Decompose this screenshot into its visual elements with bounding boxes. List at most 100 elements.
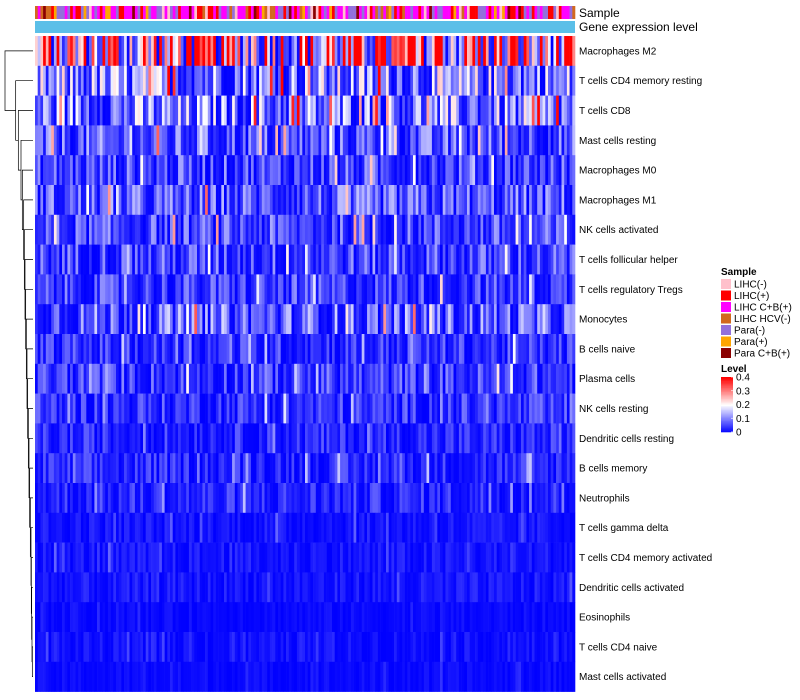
heatmap-cell	[450, 155, 454, 186]
heatmap-cell	[234, 214, 238, 245]
heatmap-cell	[518, 512, 522, 543]
sample-annotation-cell	[48, 6, 52, 19]
heatmap-cell	[402, 244, 406, 275]
heatmap-cell	[180, 274, 184, 305]
heatmap-cell	[348, 185, 352, 216]
heatmap-cell	[207, 363, 211, 394]
heatmap-cell	[218, 602, 222, 633]
heatmap-cell	[64, 453, 68, 484]
heatmap-cell	[561, 512, 565, 543]
heatmap-cell	[70, 125, 74, 156]
heatmap-cell	[159, 155, 163, 186]
heatmap-cell	[145, 572, 149, 603]
heatmap-cell	[278, 393, 281, 424]
heatmap-cell	[350, 65, 354, 96]
heatmap-cell	[291, 632, 295, 663]
heatmap-cell	[350, 632, 354, 663]
heatmap-cell	[226, 304, 230, 335]
heatmap-cell	[507, 572, 511, 603]
heatmap-cell	[437, 95, 441, 126]
heatmap-cell	[483, 363, 487, 394]
heatmap-cell	[140, 363, 144, 394]
heatmap-cell	[199, 453, 203, 484]
heatmap-cell	[318, 36, 322, 67]
heatmap-cell	[383, 125, 387, 156]
heatmap-cell	[477, 363, 481, 394]
heatmap-cell	[229, 363, 233, 394]
heatmap-cell	[269, 65, 273, 96]
heatmap-cell	[191, 334, 195, 365]
heatmap-cell	[224, 453, 227, 484]
heatmap-cell	[118, 304, 122, 335]
heatmap-cell	[386, 304, 389, 335]
heatmap-cell	[558, 572, 562, 603]
heatmap-cell	[564, 304, 568, 335]
sample-annotation-cell	[126, 6, 130, 19]
heatmap-cell	[280, 36, 284, 67]
heatmap-cell	[53, 632, 57, 663]
heatmap-cell	[99, 214, 103, 245]
heatmap-cell	[456, 483, 460, 514]
heatmap-cell	[529, 36, 533, 67]
heatmap-cell	[67, 334, 71, 365]
heatmap-cell	[267, 572, 271, 603]
heatmap-cell	[140, 632, 144, 663]
heatmap-cell	[421, 632, 425, 663]
heatmap-cell	[456, 632, 460, 663]
heatmap-cell	[556, 393, 560, 424]
heatmap-cell	[402, 423, 406, 454]
heatmap-cell	[334, 512, 338, 543]
heatmap-cell	[121, 602, 125, 633]
heatmap-cell	[494, 661, 497, 692]
heatmap-cell	[318, 423, 322, 454]
heatmap-cell	[458, 423, 462, 454]
heatmap-cell	[124, 661, 128, 692]
heatmap-cell	[437, 661, 441, 692]
heatmap-cell	[434, 393, 438, 424]
heatmap-cell	[188, 363, 192, 394]
heatmap-cell	[342, 632, 346, 663]
heatmap-cell	[537, 632, 541, 663]
heatmap-cell	[126, 572, 130, 603]
heatmap-cell	[205, 214, 209, 245]
heatmap-cell	[529, 214, 533, 245]
heatmap-cell	[210, 334, 214, 365]
heatmap-cell	[94, 423, 98, 454]
sample-annotation-cell	[534, 6, 538, 19]
heatmap-cell	[286, 453, 290, 484]
heatmap-cell	[391, 453, 395, 484]
heatmap-cell	[485, 155, 489, 186]
heatmap-cell	[143, 661, 146, 692]
heatmap-cell	[375, 661, 379, 692]
heatmap-cell	[361, 214, 365, 245]
heatmap-cell	[561, 125, 565, 156]
heatmap-cell	[558, 214, 562, 245]
heatmap-cell	[434, 483, 438, 514]
heatmap-cell	[421, 572, 425, 603]
heatmap-cell	[167, 244, 171, 275]
heatmap-cell	[402, 214, 406, 245]
sample-annotation-cell	[80, 6, 84, 19]
heatmap-cell	[175, 125, 179, 156]
heatmap-cell	[67, 36, 71, 67]
heatmap-cell	[75, 423, 79, 454]
heatmap-cell	[72, 572, 76, 603]
heatmap-cell	[240, 483, 244, 514]
heatmap-cell	[402, 632, 406, 663]
heatmap-cell	[302, 602, 306, 633]
heatmap-cell	[294, 185, 298, 216]
heatmap-cell	[326, 542, 330, 573]
heatmap-cell	[110, 483, 114, 514]
heatmap-cell	[124, 423, 128, 454]
heatmap-cell	[251, 512, 254, 543]
heatmap-cell	[256, 423, 260, 454]
heatmap-cell	[199, 512, 203, 543]
heatmap-cell	[375, 95, 379, 126]
heatmap-cell	[78, 125, 82, 156]
heatmap-cell	[218, 453, 222, 484]
heatmap-cell	[485, 274, 489, 305]
heatmap-cell	[502, 483, 506, 514]
heatmap-cell	[558, 363, 562, 394]
heatmap-cell	[410, 155, 414, 186]
heatmap-cell	[151, 632, 155, 663]
